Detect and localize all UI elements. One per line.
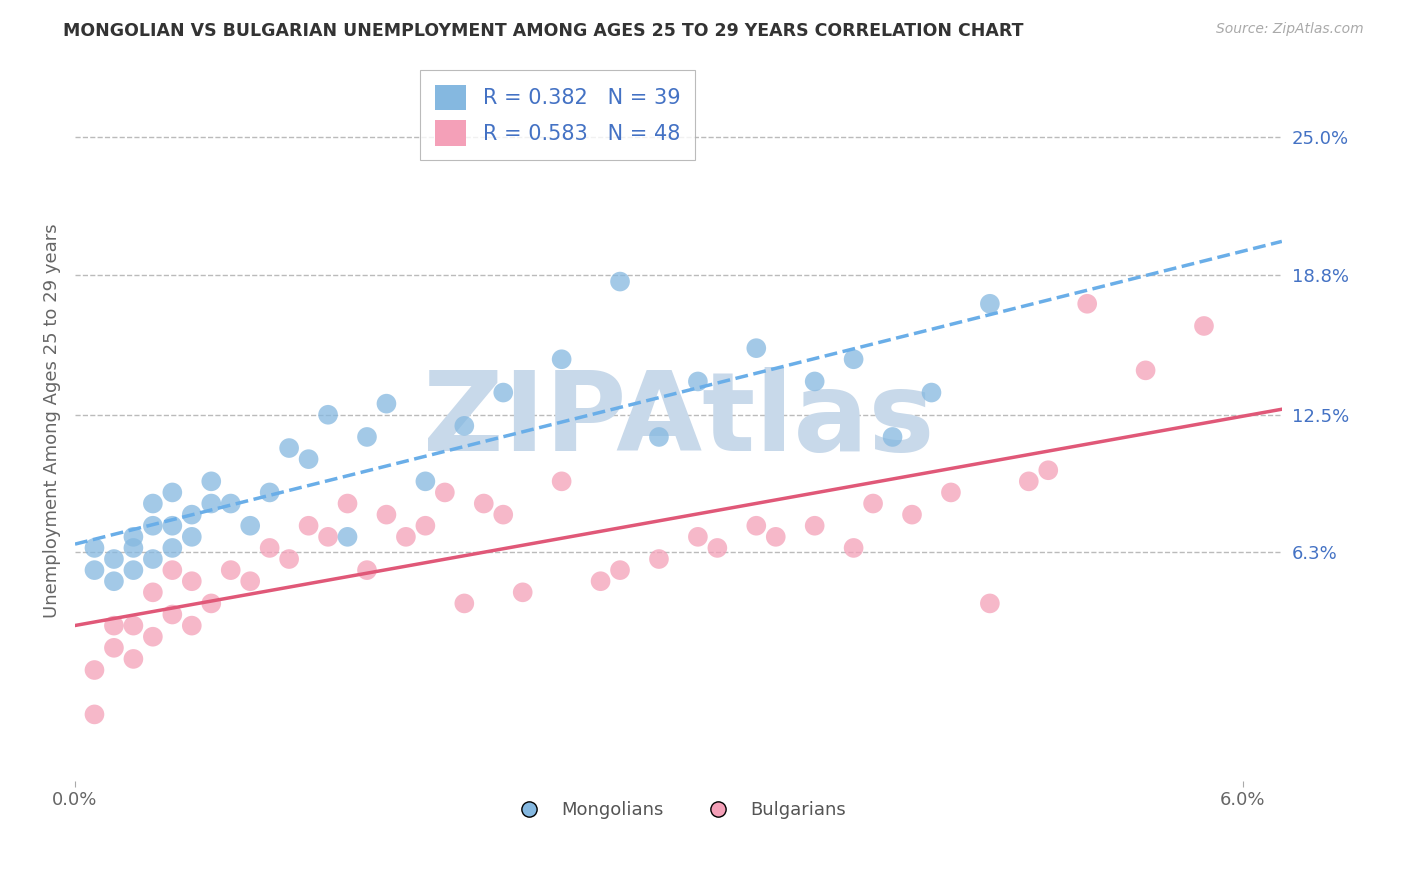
Legend: Mongolians, Bulgarians: Mongolians, Bulgarians [503,794,853,826]
Point [83,663,105,677]
Point [512,585,534,599]
Point [103,552,125,566]
Point [122,618,145,632]
Point [453,596,475,610]
Point [180,508,202,522]
Point [415,475,437,489]
Point [122,530,145,544]
Point [83,541,105,555]
Point [589,574,612,589]
Point [259,485,281,500]
Point [1135,363,1157,377]
Point [162,485,184,500]
Point [122,541,145,555]
Text: MONGOLIAN VS BULGARIAN UNEMPLOYMENT AMONG AGES 25 TO 29 YEARS CORRELATION CHART: MONGOLIAN VS BULGARIAN UNEMPLOYMENT AMON… [63,22,1024,40]
Point [1038,463,1060,477]
Point [336,530,359,544]
Point [686,375,709,389]
Point [1076,297,1098,311]
Point [259,541,281,555]
Point [356,430,378,444]
Y-axis label: Unemployment Among Ages 25 to 29 years: Unemployment Among Ages 25 to 29 years [44,223,60,617]
Point [180,618,202,632]
Point [1018,475,1040,489]
Point [803,375,825,389]
Point [356,563,378,577]
Point [180,574,202,589]
Point [745,518,768,533]
Point [200,497,222,511]
Point [316,408,339,422]
Point [103,618,125,632]
Point [142,630,165,644]
Point [453,418,475,433]
Point [122,652,145,666]
Point [609,275,631,289]
Point [862,497,884,511]
Point [83,707,105,722]
Point [492,508,515,522]
Point [122,563,145,577]
Text: ZIPAtlas: ZIPAtlas [423,367,934,474]
Point [316,530,339,544]
Point [803,518,825,533]
Point [706,541,728,555]
Point [200,475,222,489]
Point [219,563,242,577]
Point [219,497,242,511]
Point [648,552,671,566]
Point [162,563,184,577]
Point [239,518,262,533]
Point [609,563,631,577]
Point [648,430,671,444]
Point [278,441,301,455]
Point [375,397,398,411]
Point [103,574,125,589]
Point [375,508,398,522]
Point [979,596,1001,610]
Point [239,574,262,589]
Point [686,530,709,544]
Point [278,552,301,566]
Point [765,530,787,544]
Point [83,563,105,577]
Point [842,352,865,367]
Point [882,430,904,444]
Point [395,530,418,544]
Point [162,607,184,622]
Point [492,385,515,400]
Point [297,518,319,533]
Point [939,485,962,500]
Point [103,640,125,655]
Point [1192,318,1215,333]
Point [550,352,572,367]
Point [842,541,865,555]
Point [921,385,943,400]
Point [472,497,495,511]
Point [200,596,222,610]
Point [142,497,165,511]
Point [142,518,165,533]
Point [162,541,184,555]
Text: Source: ZipAtlas.com: Source: ZipAtlas.com [1216,22,1364,37]
Point [745,341,768,355]
Point [142,585,165,599]
Point [162,518,184,533]
Point [142,552,165,566]
Point [297,452,319,467]
Point [336,497,359,511]
Point [433,485,456,500]
Point [979,297,1001,311]
Point [550,475,572,489]
Point [415,518,437,533]
Point [180,530,202,544]
Point [901,508,924,522]
